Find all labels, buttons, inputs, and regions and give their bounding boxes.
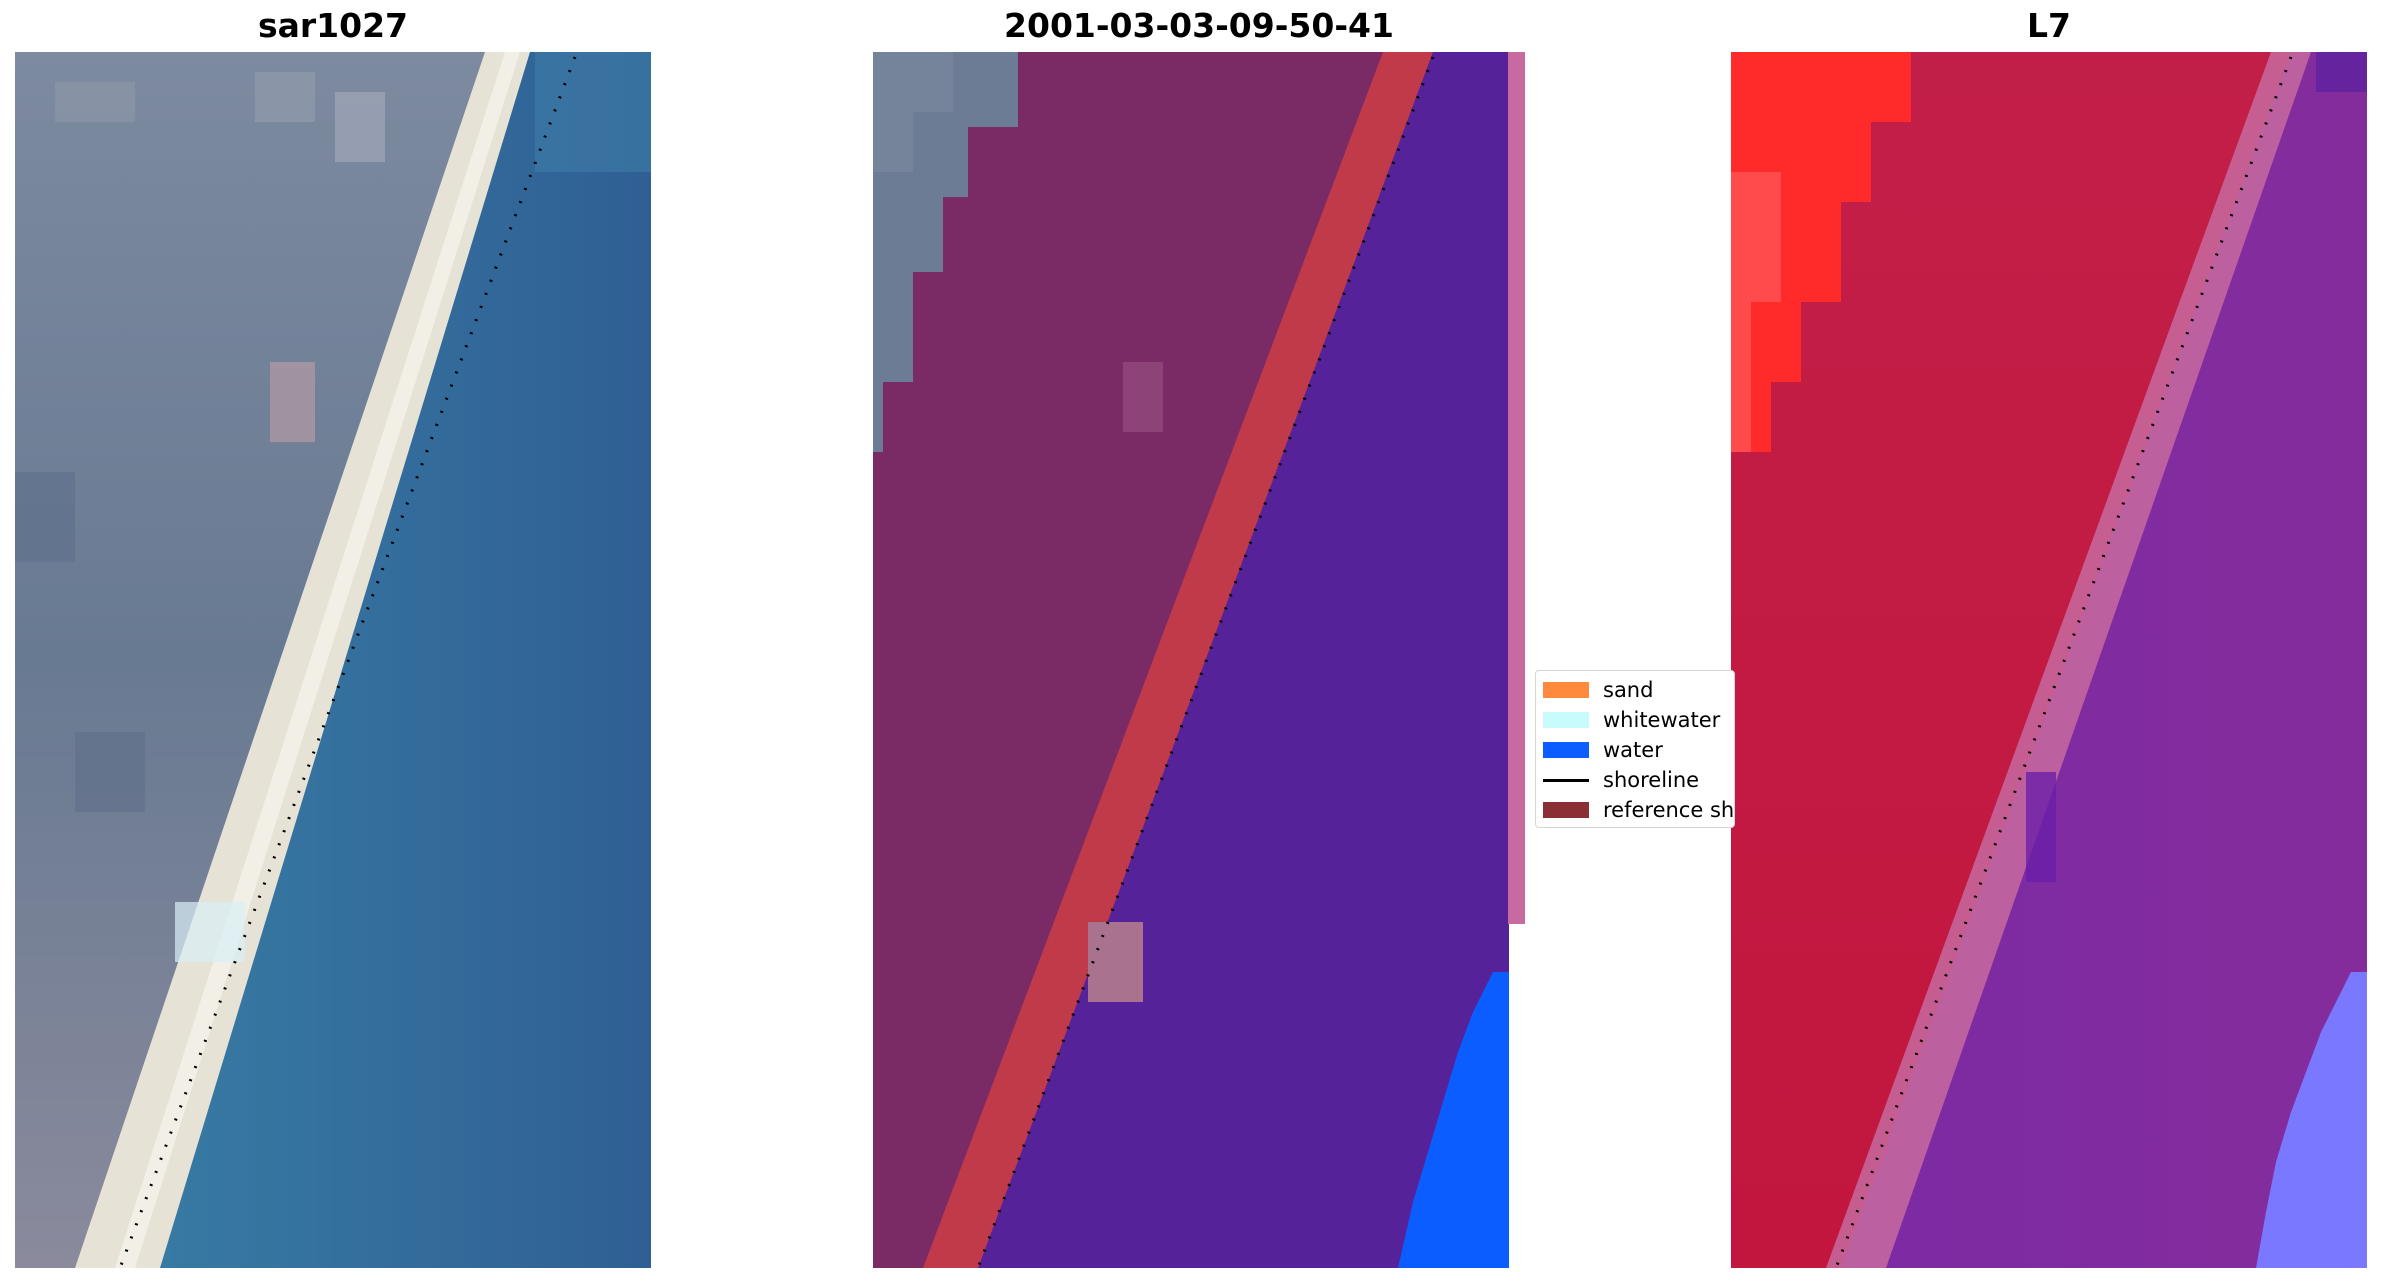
legend-label-sand: sand <box>1603 678 1654 702</box>
panel-title-date: 2001-03-03-09-50-41 <box>1004 6 1394 45</box>
legend-swatch-sand <box>1543 682 1589 698</box>
legend-swatch-reference <box>1543 802 1589 818</box>
legend-label-water: water <box>1603 738 1663 762</box>
legend-label-whitewater: whitewater <box>1603 708 1721 732</box>
legend: sand whitewater water shoreline referenc… <box>1535 670 1735 828</box>
classified-image <box>873 52 1509 1268</box>
panel-title-l7: L7 <box>2027 6 2071 45</box>
legend-swatch-water <box>1543 742 1589 758</box>
legend-label-shoreline: shoreline <box>1603 768 1700 792</box>
legend-label-reference: reference sh <box>1603 798 1735 822</box>
l7-image <box>1731 52 2367 1268</box>
panel-title-sar1027: sar1027 <box>257 6 409 45</box>
legend-line-shoreline <box>1543 779 1589 782</box>
legend-color-strip <box>1508 52 1525 924</box>
satellite-image-rgb <box>15 52 651 1268</box>
legend-swatch-whitewater <box>1543 712 1589 728</box>
